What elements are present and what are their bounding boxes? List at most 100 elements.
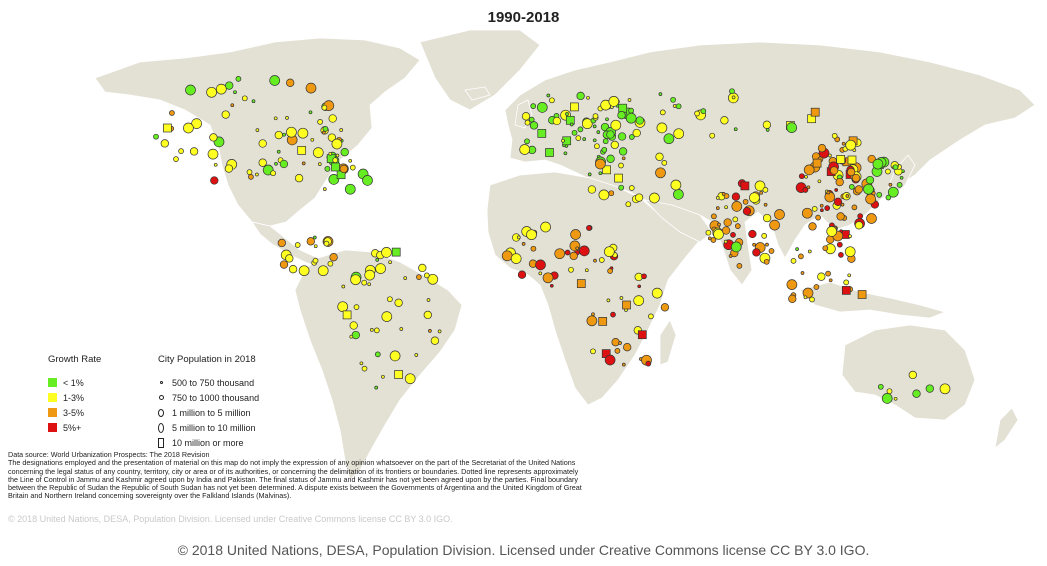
circle-marker-icon	[158, 395, 164, 400]
size-legend-glyph-cell	[158, 381, 170, 384]
city-marker	[885, 168, 891, 175]
growth-legend-item: < 1%	[48, 375, 101, 390]
city-marker	[813, 284, 820, 290]
city-marker	[288, 265, 298, 274]
city-marker	[279, 260, 289, 269]
city-marker	[571, 129, 578, 136]
city-marker	[294, 242, 301, 248]
city-marker	[552, 116, 562, 126]
city-marker	[322, 187, 327, 191]
megacity-marker	[537, 129, 547, 138]
southeast-asia-islands	[799, 281, 947, 319]
city-marker	[628, 134, 635, 140]
city-marker	[312, 257, 319, 264]
city-marker	[270, 170, 276, 177]
city-marker	[191, 118, 202, 129]
growth-rate-legend-heading: Growth Rate	[48, 354, 102, 365]
city-marker	[835, 177, 844, 187]
city-marker	[836, 212, 845, 221]
megacity-marker	[598, 317, 608, 326]
city-marker	[628, 107, 634, 114]
city-marker	[233, 90, 237, 95]
size-legend-label: 750 to 1000 thousand	[172, 392, 260, 403]
australia-landmass	[841, 324, 976, 421]
city-marker	[178, 148, 184, 154]
city-marker	[645, 360, 652, 367]
map-copyright: © 2018 United Nations, DESA, Population …	[8, 514, 453, 524]
city-marker	[774, 209, 785, 220]
city-marker	[564, 249, 571, 256]
city-marker	[731, 201, 743, 212]
city-marker	[803, 164, 815, 176]
growth-legend-label: 5%+	[63, 422, 82, 433]
megacity-marker	[576, 279, 586, 288]
city-marker	[838, 252, 844, 258]
city-marker	[876, 191, 883, 198]
city-marker	[526, 229, 537, 241]
city-marker	[721, 226, 731, 235]
city-marker	[361, 279, 368, 286]
city-marker	[312, 147, 324, 158]
city-marker	[723, 193, 730, 199]
city-marker	[381, 247, 392, 258]
city-marker	[694, 110, 700, 117]
city-marker	[248, 174, 254, 180]
city-marker	[312, 235, 317, 240]
megacity-marker	[565, 115, 575, 125]
city-marker	[586, 225, 592, 231]
city-marker	[337, 301, 349, 313]
city-marker	[387, 296, 393, 303]
city-marker	[593, 258, 597, 263]
city-marker	[829, 166, 839, 175]
city-marker	[836, 241, 843, 248]
city-marker	[536, 102, 548, 113]
city-marker	[277, 238, 286, 248]
city-marker	[659, 109, 666, 116]
city-marker	[851, 204, 858, 211]
city-marker	[294, 174, 304, 183]
size-legend-item: 5 million to 10 million	[158, 420, 259, 435]
megacity-marker	[622, 300, 631, 310]
city-marker	[183, 122, 194, 134]
city-marker	[206, 86, 217, 98]
city-marker	[710, 237, 717, 243]
city-marker	[306, 237, 315, 246]
megacity-marker	[545, 148, 554, 157]
city-marker	[605, 117, 609, 122]
size-legend-item: 10 million or more	[158, 435, 259, 450]
city-marker	[641, 273, 647, 280]
city-marker	[282, 132, 286, 137]
growth-swatch	[48, 423, 57, 432]
city-marker	[711, 213, 717, 220]
city-marker	[731, 192, 741, 201]
city-marker	[765, 242, 769, 247]
size-legend-label: 10 million or more	[172, 437, 244, 448]
city-marker	[617, 132, 627, 141]
city-marker	[594, 143, 600, 150]
megacity-marker	[614, 173, 623, 183]
city-marker	[658, 92, 663, 96]
city-marker	[729, 88, 735, 95]
city-marker	[663, 133, 675, 145]
city-marker	[614, 348, 621, 354]
city-marker	[286, 126, 297, 138]
city-marker	[546, 93, 551, 98]
city-marker	[606, 298, 611, 303]
city-marker	[160, 139, 169, 148]
size-legend-label: 500 to 750 thousand	[172, 377, 255, 388]
city-marker	[602, 138, 609, 145]
city-marker	[587, 185, 597, 194]
city-marker	[285, 254, 294, 263]
size-legend-glyph-cell	[158, 408, 170, 417]
city-marker	[625, 112, 637, 124]
city-marker	[215, 83, 227, 95]
city-marker	[625, 201, 632, 208]
city-marker	[815, 214, 821, 221]
megacity-marker	[163, 123, 172, 133]
city-marker	[848, 234, 852, 239]
city-marker	[762, 120, 772, 129]
city-marker	[802, 187, 809, 193]
city-marker	[594, 158, 606, 170]
city-marker	[731, 95, 736, 100]
city-marker	[530, 245, 537, 252]
